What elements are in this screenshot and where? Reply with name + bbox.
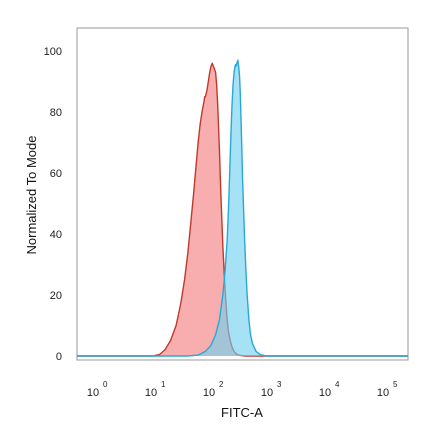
x-tick-base: 10 [203, 387, 215, 399]
x-tick-exponent: 3 [277, 380, 282, 389]
series-2-area [77, 60, 408, 357]
x-tick-base: 10 [87, 387, 99, 399]
x-axis-title: FITC-A [221, 405, 263, 420]
x-tick-base: 10 [145, 387, 157, 399]
x-tick-label: 10 4 [319, 380, 340, 399]
x-tick-label: 10 1 [145, 380, 166, 399]
y-tick-label: 100 [44, 46, 62, 58]
y-tick-label: 80 [50, 107, 62, 119]
y-axis-title: Normalized To Mode [24, 136, 39, 255]
y-tick-label: 0 [56, 351, 62, 363]
x-ticks: 10 0 10 1 10 2 10 3 10 4 10 5 [87, 380, 398, 399]
x-tick-label: 10 0 [87, 380, 108, 399]
x-tick-label: 10 2 [203, 380, 224, 399]
y-tick-label: 40 [50, 229, 62, 241]
x-tick-exponent: 5 [393, 380, 398, 389]
x-tick-exponent: 0 [103, 380, 108, 389]
series-layer [77, 59, 408, 357]
x-tick-base: 10 [319, 387, 331, 399]
x-tick-exponent: 4 [335, 380, 340, 389]
series-2-line [77, 59, 408, 357]
x-tick-exponent: 2 [219, 380, 224, 389]
x-tick-label: 10 3 [261, 380, 282, 399]
y-ticks: 0 20 40 60 80 100 [44, 46, 62, 363]
x-tick-label: 10 5 [377, 380, 398, 399]
x-tick-exponent: 1 [161, 380, 166, 389]
y-tick-label: 60 [50, 168, 62, 180]
x-tick-base: 10 [261, 387, 273, 399]
x-tick-base: 10 [377, 387, 389, 399]
y-tick-label: 20 [50, 290, 62, 302]
plot-frame [76, 27, 409, 361]
